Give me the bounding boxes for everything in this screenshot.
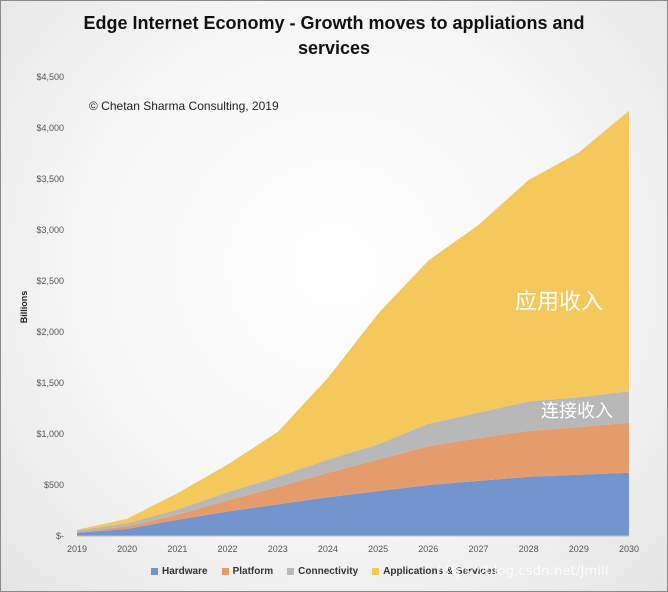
x-tick-label: 2025 <box>368 544 388 554</box>
legend-label: Hardware <box>162 566 208 577</box>
chart-title-line-2: services <box>297 38 371 58</box>
y-axis-title: Billions <box>19 291 29 324</box>
legend-item: Applications & Services <box>372 566 497 577</box>
x-tick-label: 2023 <box>268 544 288 554</box>
x-tick-label: 2028 <box>519 544 539 554</box>
y-tick-label: $500 <box>44 480 64 490</box>
y-tick-label: $2,500 <box>36 276 64 286</box>
x-tick-label: 2019 <box>67 544 87 554</box>
legend-swatch <box>151 568 158 575</box>
x-tick-label: 2029 <box>569 544 589 554</box>
y-tick-label: $- <box>56 531 64 541</box>
y-tick-label: $2,000 <box>36 327 64 337</box>
legend-label: Applications & Services <box>383 566 498 577</box>
chart-legend: Hardware Platform Connectivity Applications… <box>151 566 497 577</box>
x-tick-label: 2020 <box>117 544 137 554</box>
watermark-text: https://blog.csdn.net/Jmill <box>437 564 609 579</box>
y-tick-label: $4,500 <box>36 72 64 82</box>
x-tick-label: 2024 <box>318 544 338 554</box>
legend-item: Hardware <box>151 566 208 577</box>
chart-title-line-1: Edge Internet Economy - Growth moves to … <box>83 13 585 33</box>
x-tick-label: 2030 <box>619 544 639 554</box>
x-tick-label: 2021 <box>167 544 187 554</box>
y-tick-label: $1,500 <box>36 378 64 388</box>
legend-label: Connectivity <box>298 566 359 577</box>
y-tick-label: $4,000 <box>36 123 64 133</box>
copyright-text: © Chetan Sharma Consulting, 2019 <box>89 99 279 113</box>
y-tick-label: $3,500 <box>36 174 64 184</box>
x-tick-label: 2027 <box>468 544 488 554</box>
connectivity-annotation: 连接收入 <box>541 401 613 422</box>
legend-swatch <box>372 568 380 575</box>
legend-swatch <box>221 568 229 575</box>
area-connectivity <box>77 391 629 532</box>
legend-item: Connectivity <box>287 566 358 577</box>
legend-swatch <box>287 568 295 575</box>
x-tick-label: 2026 <box>418 544 438 554</box>
y-tick-label: $1,000 <box>36 429 64 439</box>
legend-item: Platform <box>221 566 274 577</box>
area-platform <box>77 422 629 533</box>
y-tick-label: $3,000 <box>36 225 64 235</box>
applications-annotation: 应用收入 <box>515 290 604 315</box>
legend-label: Platform <box>232 566 274 577</box>
x-tick-label: 2022 <box>218 544 238 554</box>
area-applications-services <box>77 110 629 531</box>
area-hardware <box>77 472 629 536</box>
